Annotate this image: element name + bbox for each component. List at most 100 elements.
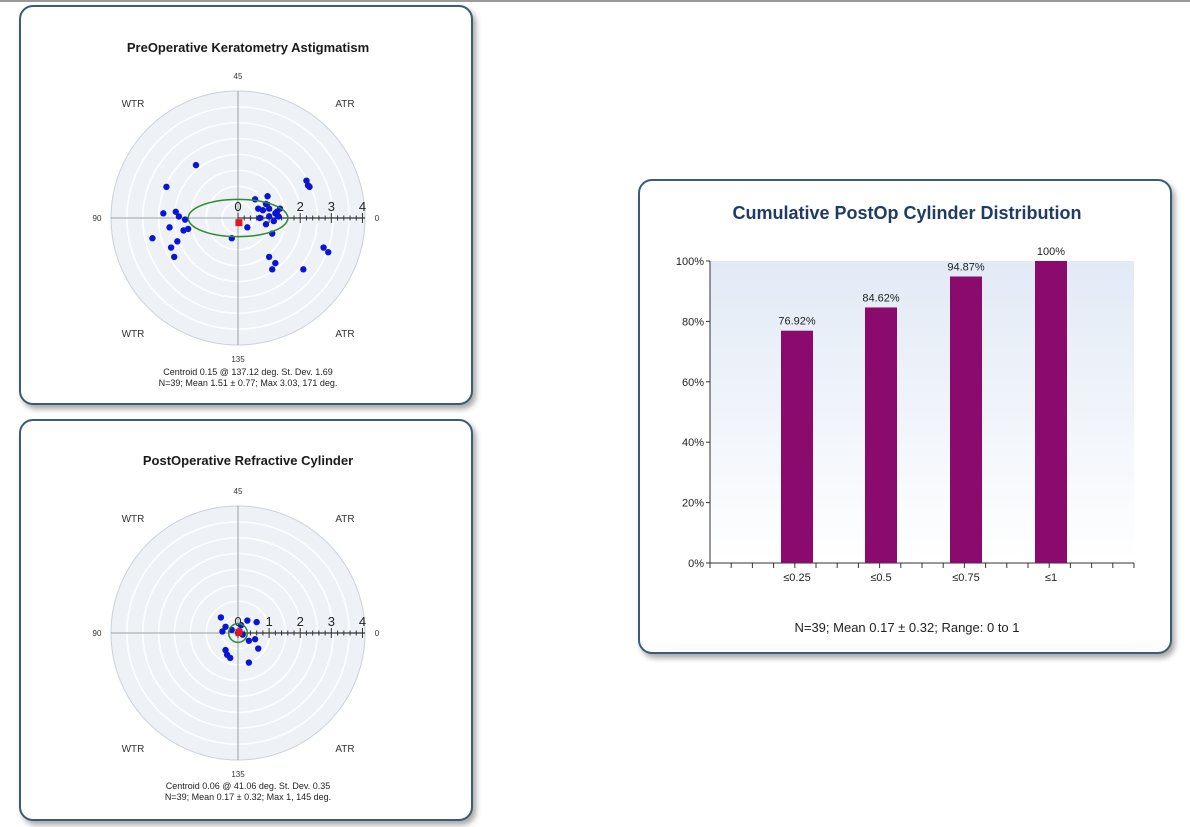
centroid-marker <box>235 219 243 227</box>
data-point <box>181 216 189 223</box>
cumulative-bar-chart: Cumulative PostOp Cylinder Distribution 0… <box>676 203 1135 635</box>
y-tick-label: 100% <box>676 256 704 268</box>
data-point <box>272 210 279 217</box>
data-point <box>245 637 253 644</box>
radial-tick-label: 3 <box>328 614 335 629</box>
data-point <box>253 618 260 626</box>
data-point <box>265 253 273 261</box>
summary-line-1: Centroid 0.15 @ 137.12 deg. St. Dev. 1.6… <box>163 367 333 377</box>
bar-value-label: 94.87% <box>947 261 985 273</box>
radial-tick-label: 3 <box>328 199 335 214</box>
data-point <box>244 224 251 231</box>
postop-refractive-card: PostOperative Refractive Cylinder 0 1 2 3 4 45… <box>19 419 473 821</box>
data-point <box>167 244 175 251</box>
data-point <box>185 225 192 233</box>
quadrant-label-bottom-left: WTR <box>122 744 145 755</box>
cumulative-cylinder-card: Cumulative PostOp Cylinder Distribution 0… <box>638 179 1172 654</box>
x-category-label: ≤0.25 <box>783 572 810 584</box>
y-tick-label: 20% <box>682 498 704 510</box>
data-point <box>244 617 251 624</box>
chart-title: PreOperative Keratometry Astigmatism <box>127 40 369 55</box>
chart-title: PostOperative Refractive Cylinder <box>143 453 353 468</box>
data-point <box>259 207 267 214</box>
data-point <box>175 213 183 220</box>
radial-tick-label: 0 <box>234 614 241 629</box>
std-dev-ellipse <box>227 622 249 644</box>
quadrant-label-top-right: ATR <box>335 99 354 110</box>
y-tick-label: 40% <box>682 437 704 449</box>
data-point <box>262 221 270 228</box>
x-category-label: ≤1 <box>1045 572 1057 584</box>
quadrant-label-bottom-right: ATR <box>335 329 354 340</box>
bar <box>781 330 813 563</box>
angle-label-bottom: 135 <box>231 770 245 779</box>
data-point <box>272 259 279 267</box>
quadrant-label-bottom-right: ATR <box>335 744 354 755</box>
bar-value-label: 100% <box>1037 246 1065 258</box>
data-point <box>304 182 312 189</box>
bar <box>1035 261 1067 563</box>
bar <box>865 307 897 563</box>
data-point <box>192 161 200 169</box>
data-point <box>222 623 229 630</box>
data-point <box>251 196 259 203</box>
radial-tick-label: 0 <box>234 199 241 214</box>
x-category-label: ≤0.75 <box>952 572 979 584</box>
std-dev-ellipse <box>187 198 289 238</box>
summary-line-1: Centroid 0.06 @ 41.06 deg. St. Dev. 0.35 <box>166 781 331 791</box>
data-point <box>245 659 253 666</box>
radial-tick-label: 1 <box>265 614 272 629</box>
data-point <box>265 205 273 212</box>
summary-line-2: N=39; Mean 1.51 ± 0.77; Max 3.03, 171 de… <box>159 378 338 388</box>
radial-tick-label: 2 <box>297 614 304 629</box>
preop-polar-chart: PreOperative Keratometry Astigmatism0123… <box>93 40 380 388</box>
chart-footer: N=39; Mean 0.17 ± 0.32; Range: 0 to 1 <box>794 620 1019 635</box>
quadrant-label-bottom-left: WTR <box>122 329 145 340</box>
data-point <box>166 224 173 231</box>
data-point <box>270 217 277 225</box>
bar-value-label: 84.62% <box>862 292 900 304</box>
data-point <box>265 213 273 220</box>
centroid-marker <box>235 628 243 636</box>
data-point <box>163 183 170 191</box>
data-point <box>251 636 259 643</box>
data-point <box>264 193 271 200</box>
data-point <box>223 651 231 658</box>
data-point <box>320 244 327 251</box>
angle-label-right: 0 <box>375 629 380 638</box>
radial-tick-label: 4 <box>359 199 366 214</box>
data-point <box>172 208 179 215</box>
bar-value-label: 76.92% <box>778 316 816 328</box>
angle-label-right: 0 <box>375 214 380 223</box>
data-point <box>217 614 225 621</box>
bar <box>950 276 982 563</box>
plot-area <box>710 261 1134 563</box>
angle-label-bottom: 135 <box>231 355 245 364</box>
angle-label-top: 45 <box>234 487 243 496</box>
top-border-line <box>0 0 1190 2</box>
angle-label-left: 90 <box>93 214 102 223</box>
angle-label-left: 90 <box>93 629 102 638</box>
x-category-label: ≤0.5 <box>870 572 891 584</box>
data-point <box>325 249 332 256</box>
data-point <box>160 210 167 217</box>
data-point <box>300 266 307 273</box>
quadrant-label-top-right: ATR <box>335 514 354 525</box>
y-tick-label: 60% <box>682 377 704 389</box>
data-point <box>255 645 262 652</box>
data-point <box>174 238 181 245</box>
radial-tick-label: 4 <box>359 614 366 629</box>
data-point <box>269 266 276 273</box>
chart-title: Cumulative PostOp Cylinder Distribution <box>732 203 1081 223</box>
quadrant-label-top-left: WTR <box>122 99 145 110</box>
y-tick-label: 80% <box>682 316 704 328</box>
radial-tick-label: 2 <box>297 199 304 214</box>
preop-keratometry-card: PreOperative Keratometry Astigmatism0123… <box>19 5 473 405</box>
summary-line-2: N=39; Mean 0.17 ± 0.32; Max 1, 145 deg. <box>165 792 331 802</box>
y-tick-label: 0% <box>688 558 704 570</box>
angle-label-top: 45 <box>234 72 243 81</box>
data-point <box>256 214 263 222</box>
data-point <box>219 628 226 635</box>
quadrant-label-top-left: WTR <box>122 514 145 525</box>
data-point <box>149 235 156 242</box>
